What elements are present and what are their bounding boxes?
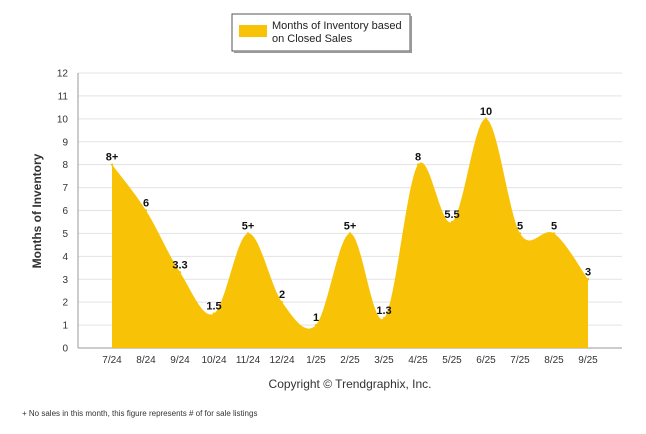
data-label: 5.5 bbox=[444, 209, 459, 221]
x-tick-label: 3/25 bbox=[374, 355, 394, 366]
data-point-8-25 bbox=[552, 232, 556, 235]
data-label: 3 bbox=[585, 266, 591, 278]
x-axis-ticks: 7/24 8/24 9/24 10/24 11/24 12/24 1/25 2/25 3/25 4… bbox=[102, 355, 598, 366]
data-point-12-24 bbox=[280, 300, 284, 304]
data-labels: 8+ 6 3.3 1.5 5+ 2 1 5+ 1.3 8 5.5 10 5 5 3 bbox=[106, 106, 591, 324]
data-label: 8 bbox=[415, 152, 421, 164]
data-label: 5 bbox=[551, 220, 557, 232]
x-tick-label: 9/24 bbox=[170, 355, 190, 366]
data-label: 3.3 bbox=[172, 259, 187, 271]
x-tick-label: 1/25 bbox=[306, 355, 326, 366]
y-tick-label: 4 bbox=[62, 252, 68, 263]
data-point-2-25 bbox=[348, 232, 352, 235]
y-tick-label: 5 bbox=[62, 229, 68, 240]
y-tick-label: 7 bbox=[62, 183, 68, 194]
y-tick-label: 6 bbox=[62, 206, 68, 217]
data-point-7-25 bbox=[518, 232, 522, 235]
x-tick-label: 4/25 bbox=[408, 355, 428, 366]
y-tick-label: 3 bbox=[62, 275, 68, 286]
y-tick-label: 10 bbox=[57, 114, 69, 125]
data-point-9-25 bbox=[586, 278, 590, 281]
data-point-11-24 bbox=[246, 232, 250, 235]
data-label: 1 bbox=[313, 312, 319, 324]
data-point-4-25 bbox=[416, 163, 420, 166]
y-tick-label: 8 bbox=[62, 160, 68, 171]
y-tick-label: 9 bbox=[62, 137, 68, 148]
x-tick-label: 10/24 bbox=[201, 355, 226, 366]
y-tick-label: 12 bbox=[57, 69, 69, 80]
legend-shadow-right bbox=[410, 16, 412, 53]
x-tick-label: 12/24 bbox=[269, 355, 294, 366]
legend: Months of Inventory based on Closed Sale… bbox=[231, 13, 412, 53]
x-tick-label: 7/24 bbox=[102, 355, 122, 366]
x-tick-label: 2/25 bbox=[340, 355, 360, 366]
data-point-3-25 bbox=[382, 317, 386, 320]
data-label: 5+ bbox=[344, 220, 357, 232]
y-tick-label: 0 bbox=[62, 344, 68, 355]
data-label: 6 bbox=[143, 198, 149, 210]
legend-swatch bbox=[239, 25, 267, 37]
data-point-8-24 bbox=[144, 209, 148, 212]
x-tick-label: 5/25 bbox=[442, 355, 462, 366]
x-tick-label: 8/25 bbox=[544, 355, 564, 366]
data-point-7-24 bbox=[110, 163, 114, 166]
y-axis-label: Months of Inventory bbox=[30, 153, 44, 268]
data-label: 10 bbox=[480, 106, 492, 118]
copyright-text: Copyright © Trendgraphix, Inc. bbox=[269, 377, 432, 391]
area-fill bbox=[112, 118, 588, 348]
footnote-text: + No sales in this month, this figure re… bbox=[22, 409, 257, 418]
data-point-6-25 bbox=[484, 117, 488, 121]
x-tick-label: 8/24 bbox=[136, 355, 156, 366]
y-tick-label: 1 bbox=[62, 321, 68, 332]
x-tick-label: 7/25 bbox=[510, 355, 530, 366]
data-label: 1.3 bbox=[376, 305, 391, 317]
data-label: 5 bbox=[517, 220, 523, 232]
data-label: 1.5 bbox=[206, 301, 221, 313]
area-series bbox=[110, 117, 590, 348]
y-tick-label: 2 bbox=[62, 298, 68, 309]
legend-line-2: on Closed Sales bbox=[272, 33, 353, 45]
data-point-9-24 bbox=[178, 271, 182, 274]
data-label: 8+ bbox=[106, 152, 119, 164]
x-tick-label: 11/24 bbox=[236, 355, 261, 366]
x-tick-label: 9/25 bbox=[578, 355, 598, 366]
data-point-1-25 bbox=[314, 323, 318, 327]
data-label: 2 bbox=[279, 289, 285, 301]
data-label: 5+ bbox=[242, 220, 255, 232]
y-tick-label: 11 bbox=[58, 91, 69, 102]
x-tick-label: 6/25 bbox=[476, 355, 496, 366]
legend-shadow-bottom bbox=[234, 51, 412, 53]
legend-line-1: Months of Inventory based bbox=[272, 20, 402, 32]
data-point-5-25 bbox=[450, 220, 454, 224]
data-point-10-24 bbox=[212, 312, 216, 315]
